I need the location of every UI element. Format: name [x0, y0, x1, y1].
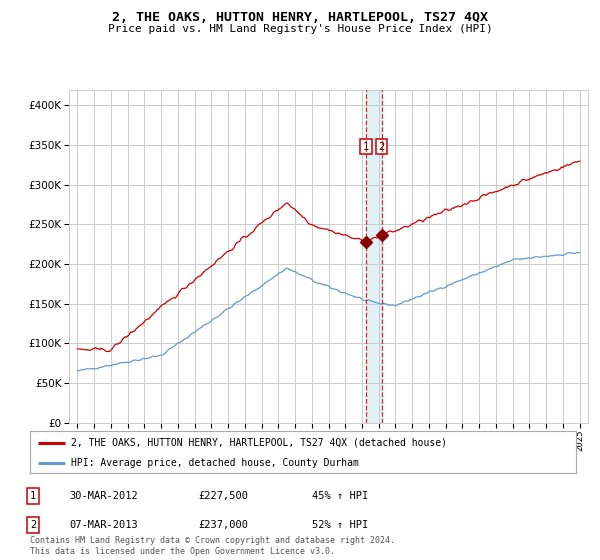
- Text: HPI: Average price, detached house, County Durham: HPI: Average price, detached house, Coun…: [71, 458, 359, 468]
- Text: 1: 1: [30, 491, 36, 501]
- Text: 2, THE OAKS, HUTTON HENRY, HARTLEPOOL, TS27 4QX (detached house): 2, THE OAKS, HUTTON HENRY, HARTLEPOOL, T…: [71, 438, 447, 448]
- Text: £237,000: £237,000: [198, 520, 248, 530]
- Text: 30-MAR-2012: 30-MAR-2012: [69, 491, 138, 501]
- Bar: [366, 90, 382, 423]
- Text: 1: 1: [363, 142, 369, 152]
- Text: 52% ↑ HPI: 52% ↑ HPI: [312, 520, 368, 530]
- Text: 45% ↑ HPI: 45% ↑ HPI: [312, 491, 368, 501]
- Text: 2, THE OAKS, HUTTON HENRY, HARTLEPOOL, TS27 4QX: 2, THE OAKS, HUTTON HENRY, HARTLEPOOL, T…: [112, 11, 488, 24]
- Text: £227,500: £227,500: [198, 491, 248, 501]
- Text: Price paid vs. HM Land Registry's House Price Index (HPI): Price paid vs. HM Land Registry's House …: [107, 24, 493, 34]
- Text: Contains HM Land Registry data © Crown copyright and database right 2024.: Contains HM Land Registry data © Crown c…: [30, 536, 395, 545]
- Text: 2: 2: [379, 142, 385, 152]
- Text: This data is licensed under the Open Government Licence v3.0.: This data is licensed under the Open Gov…: [30, 547, 335, 556]
- Text: 2: 2: [30, 520, 36, 530]
- Text: 07-MAR-2013: 07-MAR-2013: [69, 520, 138, 530]
